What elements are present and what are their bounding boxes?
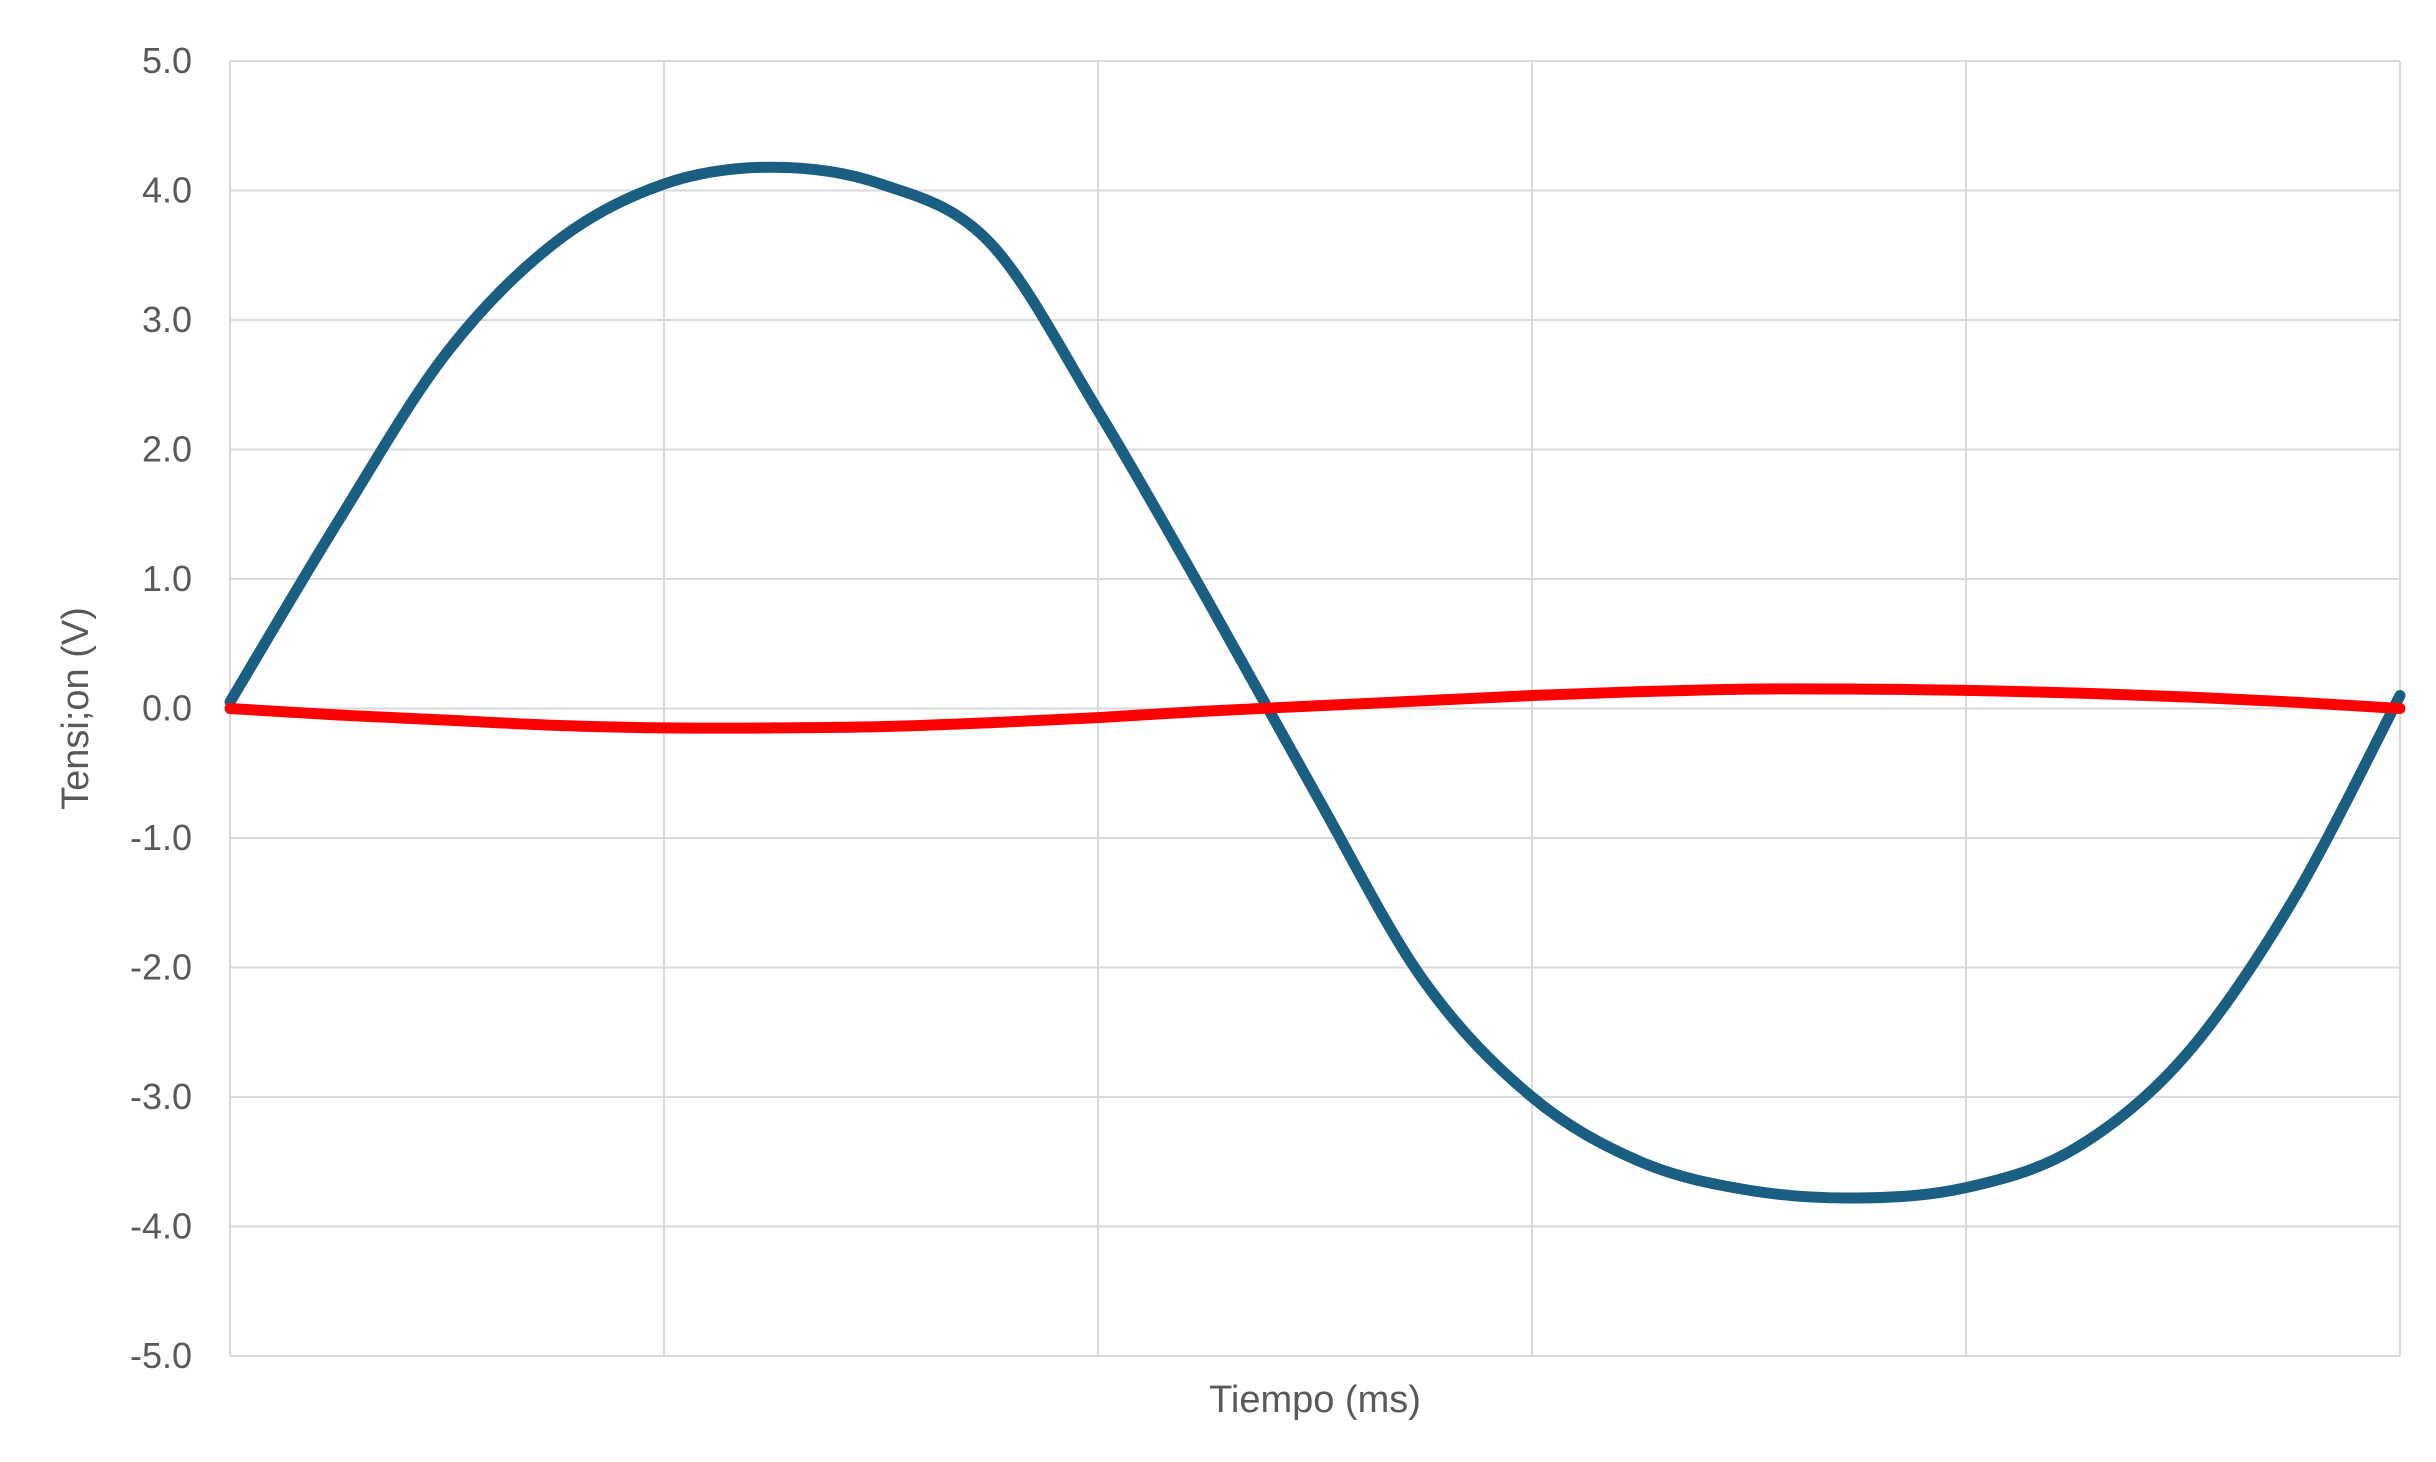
y-tick-label: -2.0 (130, 947, 192, 988)
y-axis-title: Tensi;on (V) (55, 607, 97, 810)
series-1-line (224, 161, 2406, 1204)
y-tick-label: 3.0 (142, 299, 192, 340)
y-tick-label: -3.0 (130, 1076, 192, 1117)
y-tick-label: 1.0 (142, 558, 192, 599)
x-axis-title: Tiempo (ms) (1209, 1379, 1421, 1421)
y-tick-label: -4.0 (130, 1206, 192, 1247)
series-lines (224, 161, 2406, 1204)
y-tick-label: 2.0 (142, 429, 192, 470)
y-axis-tick-labels: 5.0 4.0 3.0 2.0 1.0 0.0 -1.0 -2.0 -3.0 -4.0 -5.0 (130, 40, 192, 1376)
y-tick-label: -1.0 (130, 817, 192, 858)
y-tick-label: -5.0 (130, 1335, 192, 1376)
y-tick-label: 4.0 (142, 170, 192, 211)
y-tick-label: 0.0 (142, 688, 192, 729)
series-2-line (224, 683, 2406, 734)
y-tick-label: 5.0 (142, 40, 192, 81)
